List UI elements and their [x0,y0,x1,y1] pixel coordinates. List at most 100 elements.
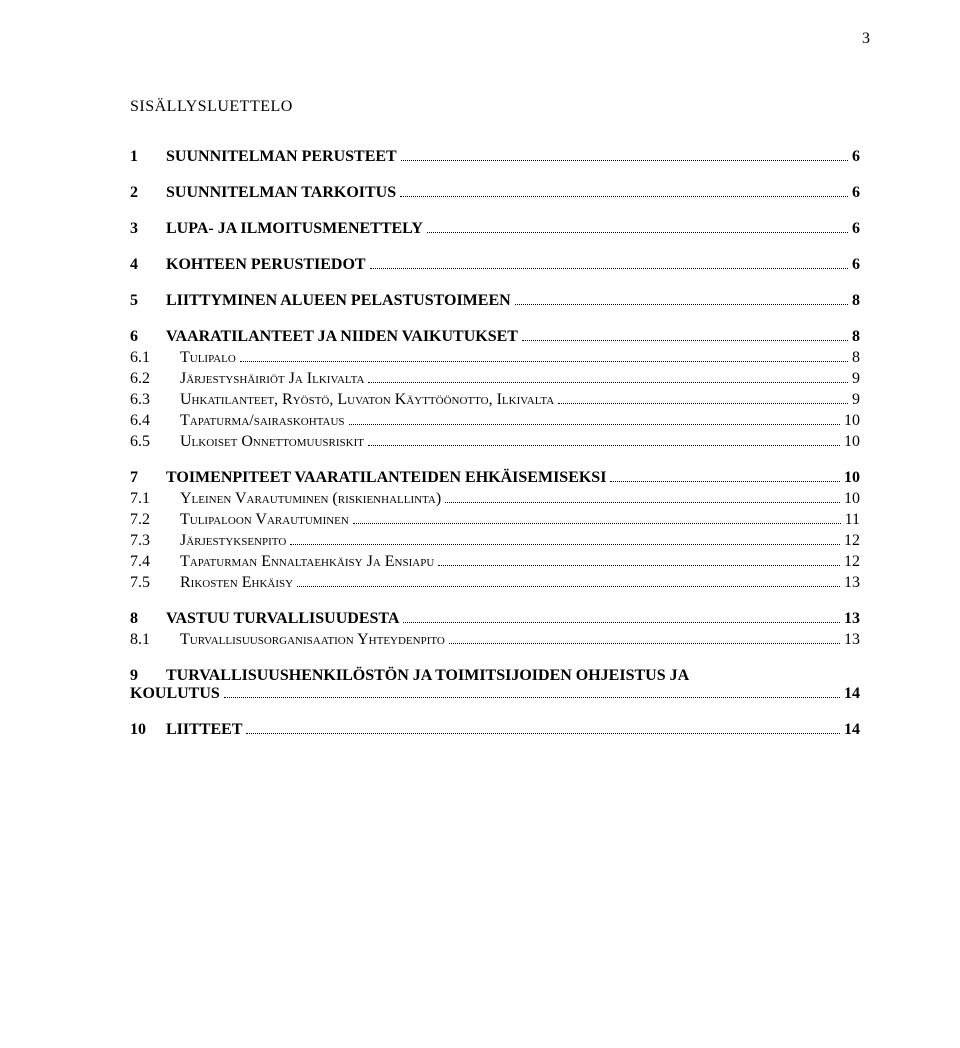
toc-entry-label: Ulkoiset Onnettomuusriskit [180,433,364,451]
toc-entry-page: 8 [852,292,860,310]
toc-entry-level2: 6.2Järjestyshäiriöt Ja Ilkivalta 9 [130,370,860,388]
toc-entry-label: Tulipaloon Varautuminen [180,511,349,529]
toc-entry-label: KOHTEEN PERUSTIEDOT [166,256,366,274]
toc-entry-level1: 6VAARATILANTEET JA NIIDEN VAIKUTUKSET 8 [130,328,860,346]
toc-entry-number: 7.5 [130,574,180,592]
toc-leader-dots [290,532,840,545]
toc-entry-page: 6 [852,184,860,202]
toc-entry-page: 12 [844,532,860,550]
toc-entry-number: 9 [130,667,166,685]
toc-leader-dots [449,631,840,644]
toc-entry-page: 9 [852,391,860,409]
toc-entry-page: 10 [844,490,860,508]
toc-entry-label: LIITTEET [166,721,242,739]
toc-entry-number: 5 [130,292,166,310]
toc-leader-dots [297,574,840,587]
toc-entry-page: 6 [852,148,860,166]
toc-entry-label: Tapaturma/sairaskohtaus [180,412,345,430]
toc-entry-level1: 3LUPA- JA ILMOITUSMENETTELY 6 [130,220,860,238]
toc-leader-dots [368,433,840,446]
toc-entry-label: Turvallisuusorganisaation Yhteydenpito [180,631,445,649]
toc-entry-level2: 7.2Tulipaloon Varautuminen 11 [130,511,860,529]
toc-leader-dots [558,391,848,404]
toc-entry-number: 6.5 [130,433,180,451]
toc-entry-page: 13 [844,631,860,649]
toc-entry-number: 7.3 [130,532,180,550]
toc-entry-page: 14 [844,721,860,739]
toc-entry-label: Järjestyksenpito [180,532,286,550]
toc-entry-level1: 1SUUNNITELMAN PERUSTEET6 [130,148,860,166]
toc-entry-label: SUUNNITELMAN TARKOITUS [166,184,396,202]
toc-entry-label: TOIMENPITEET VAARATILANTEIDEN EHKÄISEMIS… [166,469,606,487]
toc-entry-label: Tulipalo [180,349,236,367]
toc-entry-number: 3 [130,220,166,238]
toc-entry-page: 9 [852,370,860,388]
toc-entry-level2: 6.1Tulipalo 8 [130,349,860,367]
toc-entry-level2: 6.4Tapaturma/sairaskohtaus 10 [130,412,860,430]
toc-leader-dots [522,328,848,341]
toc-entry-level2: 8.1Turvallisuusorganisaation Yhteydenpit… [130,631,860,649]
toc-entry-level2: 7.1Yleinen Varautuminen (riskienhallinta… [130,490,860,508]
toc-entry-label: Tapaturman Ennaltaehkäisy Ja Ensiapu [180,553,434,571]
toc-entry-level1: 10LIITTEET 14 [130,721,860,739]
toc-entry-page: 10 [844,433,860,451]
toc-leader-dots [246,721,840,734]
toc-entry-number: 7.4 [130,553,180,571]
toc-entry-page: 12 [844,553,860,571]
toc-entry-page: 8 [852,349,860,367]
toc-entry-label-line1: TURVALLISUUSHENKILÖSTÖN JA TOIMITSIJOIDE… [166,667,689,685]
toc-entry-label: LUPA- JA ILMOITUSMENETTELY [166,220,423,238]
toc-leader-dots [610,469,840,482]
toc-entry-level1: 5LIITTYMINEN ALUEEN PELASTUSTOIMEEN 8 [130,292,860,310]
toc-entry-number: 7.2 [130,511,180,529]
toc-entry-label: Rikosten Ehkäisy [180,574,293,592]
toc-entry-page: 13 [844,610,860,628]
toc-entry-level2: 7.4Tapaturman Ennaltaehkäisy Ja Ensiapu 1… [130,553,860,571]
toc-entry-number: 2 [130,184,166,202]
toc-entry-label: LIITTYMINEN ALUEEN PELASTUSTOIMEEN [166,292,511,310]
toc-entry-multiline: 9TURVALLISUUSHENKILÖSTÖN JA TOIMITSIJOID… [130,667,860,703]
toc-entry-label: Uhkatilanteet, Ryöstö, Luvaton Käyttööno… [180,391,554,409]
toc-leader-dots [445,490,840,503]
toc-entry-level2: 6.3Uhkatilanteet, Ryöstö, Luvaton Käyttö… [130,391,860,409]
toc-leader-dots [438,553,840,566]
toc-entry-level1: 4KOHTEEN PERUSTIEDOT6 [130,256,860,274]
toc-entry-page: 10 [844,412,860,430]
toc-entry-level1: 7TOIMENPITEET VAARATILANTEIDEN EHKÄISEMI… [130,469,860,487]
toc-entry-number: 4 [130,256,166,274]
toc-entry-label: Järjestyshäiriöt Ja Ilkivalta [180,370,364,388]
toc-entry-number: 6.2 [130,370,180,388]
toc-title: SISÄLLYSLUETTELO [130,98,860,116]
toc-entry-label: Yleinen Varautuminen (riskienhallinta) [180,490,441,508]
toc-entry-level1: 2SUUNNITELMAN TARKOITUS 6 [130,184,860,202]
toc-leader-dots [370,256,848,269]
toc-entry-number: 10 [130,721,166,739]
toc-entry-page: 6 [852,220,860,238]
toc-leader-dots [401,148,848,161]
toc-entry-number: 6.4 [130,412,180,430]
toc-entry-label: SUUNNITELMAN PERUSTEET [166,148,397,166]
toc-entry-level2: 6.5Ulkoiset Onnettomuusriskit 10 [130,433,860,451]
toc-entry-number: 7.1 [130,490,180,508]
toc-leader-dots [400,184,848,197]
toc-entry-level2: 7.3Järjestyksenpito 12 [130,532,860,550]
toc-entry-label-line2: KOULUTUS [130,685,220,703]
toc-entry-page: 10 [844,469,860,487]
toc-container: 1SUUNNITELMAN PERUSTEET62SUUNNITELMAN TA… [130,148,860,739]
toc-leader-dots [349,412,840,425]
toc-entry-page: 14 [844,685,860,703]
toc-entry-number: 6.1 [130,349,180,367]
toc-entry-number: 6 [130,328,166,346]
toc-leader-dots [427,220,848,233]
toc-entry-number: 8 [130,610,166,628]
toc-entry-label: VASTUU TURVALLISUUDESTA [166,610,399,628]
toc-entry-number: 6.3 [130,391,180,409]
page-number: 3 [862,30,870,48]
toc-entry-page: 8 [852,328,860,346]
toc-leader-dots [353,511,841,524]
toc-entry-label: VAARATILANTEET JA NIIDEN VAIKUTUKSET [166,328,518,346]
toc-entry-level2: 7.5Rikosten Ehkäisy13 [130,574,860,592]
toc-entry-page: 11 [845,511,860,529]
toc-entry-number: 8.1 [130,631,180,649]
toc-leader-dots [368,370,848,383]
